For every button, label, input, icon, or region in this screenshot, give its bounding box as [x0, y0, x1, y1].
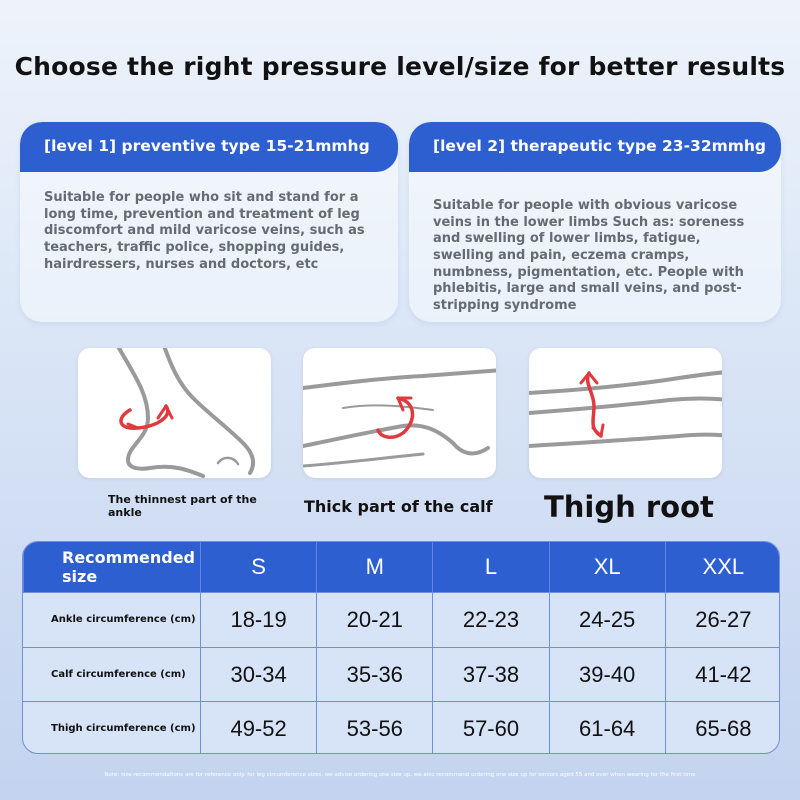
calf-measure-icon [303, 348, 496, 478]
ankle-caption: The thinnest part of the ankle [108, 493, 257, 519]
level-2-heading: [level 2] therapeutic type 23-32mmhg [409, 122, 781, 172]
size-xl: XL [593, 554, 621, 579]
size-xxl: XXL [702, 554, 745, 579]
level-2-card: [level 2] therapeutic type 23-32mmhg Sui… [409, 122, 781, 322]
size-table: Recommended size S M L XL XXL Ankle circ… [22, 541, 780, 754]
table-cell: 26-27 [695, 607, 752, 632]
table-cell: 65-68 [695, 715, 752, 741]
table-cell: 57-60 [462, 715, 520, 741]
recommended-size-label: Recommended size [62, 548, 195, 586]
table-cell: 41-42 [695, 661, 752, 687]
row-label-ankle: Ankle circumference (cm) [51, 614, 196, 626]
row-label-thigh: Thigh circumference (cm) [51, 722, 196, 734]
ankle-measure-icon [78, 348, 271, 478]
table-cell: 18-19 [230, 607, 287, 632]
table-cell: 39-40 [579, 661, 636, 687]
size-m: M [365, 554, 384, 579]
table-cell: 20-21 [346, 607, 403, 632]
table-cell: 37-38 [462, 661, 520, 687]
table-cell: 35-36 [346, 661, 403, 687]
table-row: Ankle circumference (cm) 18-19 20-21 22-… [23, 592, 779, 647]
level-1-description: Suitable for people who sit and stand fo… [44, 190, 365, 272]
calf-caption: Thick part of the calf [304, 497, 493, 516]
size-s: S [251, 554, 266, 579]
row-label-calf: Calf circumference (cm) [51, 668, 186, 680]
thigh-measure-icon [529, 348, 722, 478]
table-cell: 30-34 [230, 661, 287, 687]
page-title: Choose the right pressure level/size for… [14, 52, 786, 81]
thigh-caption: Thigh root [544, 490, 714, 524]
table-row: Thigh circumference (cm) 49-52 53-56 57-… [23, 701, 779, 753]
table-cell: 24-25 [579, 607, 636, 632]
table-cell: 22-23 [462, 607, 520, 632]
table-cell: 49-52 [230, 715, 287, 741]
table-cell: 53-56 [346, 715, 403, 741]
level-1-heading: [level 1] preventive type 15-21mmhg [20, 122, 398, 172]
size-table-header: Recommended size S M L XL XXL [23, 542, 779, 592]
table-row: Calf circumference (cm) 30-34 35-36 37-3… [23, 647, 779, 701]
footnote: Note: size recommendations are for refer… [104, 772, 696, 778]
size-l: L [484, 554, 498, 579]
level-2-description: Suitable for people with obvious varicos… [433, 198, 745, 313]
level-1-card: [level 1] preventive type 15-21mmhg Suit… [20, 122, 398, 322]
table-cell: 61-64 [579, 715, 636, 741]
